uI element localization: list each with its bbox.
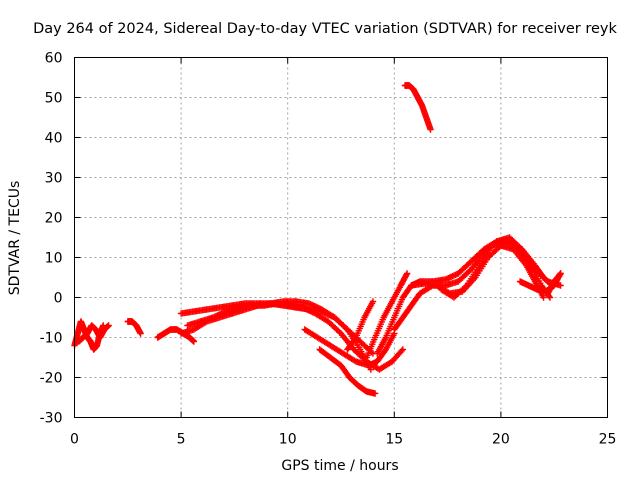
data-point [540, 294, 547, 301]
data-point [557, 282, 564, 289]
x-tick-label: 15 [385, 432, 403, 448]
x-tick-label: 10 [279, 432, 297, 448]
x-tick-label: 20 [492, 432, 510, 448]
y-tick-label: -10 [40, 331, 63, 347]
y-tick-label: 60 [45, 51, 63, 67]
data-point [399, 346, 407, 353]
series-arc-7 [363, 270, 411, 361]
y-tick-label: 0 [54, 291, 63, 307]
data-point [403, 270, 411, 277]
chart-title: Day 264 of 2024, Sidereal Day-to-day VTE… [33, 21, 617, 37]
data-point [105, 322, 112, 329]
y-axis-title: SDTVAR / TECUs [7, 181, 23, 296]
y-tick-label: 10 [45, 251, 63, 267]
data-point [427, 126, 434, 133]
data-point [462, 283, 469, 291]
data-point [369, 298, 377, 305]
data-point [351, 357, 358, 364]
series-arc-6 [344, 298, 377, 353]
data-point [557, 270, 564, 277]
x-tick-labels: 0 5 10 15 20 25 [70, 432, 616, 448]
data-point [403, 271, 410, 279]
data-point [336, 328, 343, 336]
series-arc-4 [301, 326, 398, 369]
y-tick-label: 40 [45, 131, 63, 147]
data-point [190, 338, 198, 345]
data-point [466, 267, 473, 275]
x-tick-label: 25 [599, 432, 617, 448]
data-point [398, 347, 405, 355]
y-tick-label: 30 [45, 171, 63, 187]
series-arc-11 [438, 238, 554, 301]
series-arc-high [401, 82, 434, 133]
y-tick-label: 50 [45, 91, 63, 107]
y-tick-label: -20 [40, 371, 63, 387]
data-point [137, 330, 144, 337]
data-point [342, 324, 350, 332]
y-tick-label: 20 [45, 211, 63, 227]
y-tick-label: -30 [40, 411, 63, 427]
data-point [371, 390, 379, 397]
plot-frame [74, 57, 608, 418]
x-tick-label: 0 [70, 432, 79, 448]
data-point [351, 335, 359, 343]
data-point [546, 294, 554, 301]
series-arc-early-b [75, 322, 112, 345]
data-marks [71, 82, 564, 397]
series-arc-13 [544, 270, 564, 297]
series-arc-early-c [124, 318, 144, 337]
y-tick-labels: -30 -20 -10 0 10 20 30 40 50 60 [40, 51, 63, 427]
x-tick-label: 5 [177, 432, 186, 448]
series-arc-5 [316, 346, 379, 397]
data-point [556, 271, 564, 278]
x-axis-title: GPS time / hours [281, 458, 398, 474]
